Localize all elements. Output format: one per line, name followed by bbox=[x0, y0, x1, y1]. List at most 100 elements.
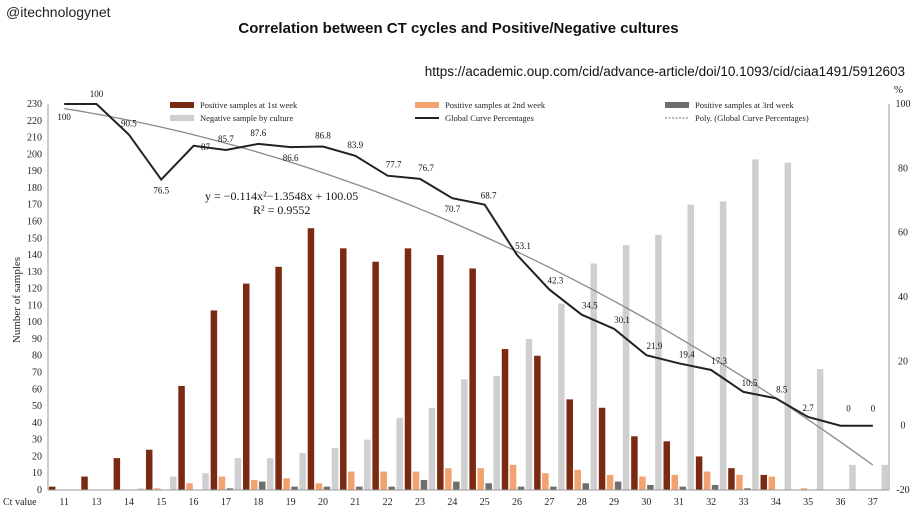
bar bbox=[372, 261, 379, 490]
x-tick-label: 13 bbox=[92, 497, 102, 508]
bar bbox=[323, 486, 331, 490]
y-tick-label: 230 bbox=[27, 99, 42, 110]
bar bbox=[445, 468, 452, 490]
bar bbox=[251, 479, 258, 490]
y2-tick-label: 0 bbox=[901, 421, 906, 432]
data-label: 8.5 bbox=[776, 384, 788, 394]
x-tick-label: 33 bbox=[738, 497, 748, 508]
x-tick-label: 32 bbox=[706, 497, 716, 508]
y-tick-label: 100 bbox=[27, 317, 42, 328]
bar bbox=[267, 458, 274, 490]
y-tick-label: 50 bbox=[32, 401, 42, 412]
y2-tick-label: 80 bbox=[898, 163, 908, 174]
bar bbox=[331, 448, 339, 490]
bar bbox=[760, 474, 768, 490]
x-tick-label: 18 bbox=[253, 497, 263, 508]
data-label: 0 bbox=[846, 404, 851, 414]
x-tick-label: 34 bbox=[771, 497, 781, 508]
y-tick-label: 20 bbox=[32, 451, 42, 462]
x-tick-label: 37 bbox=[868, 497, 878, 508]
bar bbox=[687, 204, 694, 490]
bar bbox=[396, 417, 403, 490]
x-tick-label: 14 bbox=[124, 497, 134, 508]
x-tick-label: 15 bbox=[156, 497, 166, 508]
bar bbox=[428, 407, 436, 490]
trend-line bbox=[64, 107, 874, 466]
y2-tick-label: 100 bbox=[896, 99, 911, 110]
data-label: 10.5 bbox=[742, 378, 758, 388]
bar bbox=[558, 303, 565, 490]
trend-equation: y = −0.114x²−1.3548x + 100.05 bbox=[205, 189, 358, 203]
legend-swatch bbox=[170, 102, 194, 108]
bar bbox=[534, 355, 541, 490]
y-tick-label: 190 bbox=[27, 166, 42, 177]
x-tick-label: 31 bbox=[674, 497, 684, 508]
bar bbox=[291, 486, 298, 490]
legend-label: Poly. (Global Curve Percentages) bbox=[695, 113, 809, 123]
y-tick-label: 160 bbox=[27, 216, 42, 227]
y-tick-label: 60 bbox=[32, 384, 42, 395]
bar bbox=[137, 488, 145, 490]
y-tick-label: 220 bbox=[27, 116, 42, 127]
bar bbox=[655, 234, 662, 490]
source-url[interactable]: https://academic.oup.com/cid/advance-art… bbox=[424, 64, 905, 79]
bar bbox=[550, 486, 557, 490]
y-tick-label: 130 bbox=[27, 267, 42, 278]
bar bbox=[404, 248, 412, 490]
data-label: 76.7 bbox=[418, 163, 434, 173]
y-tick-label: 150 bbox=[27, 233, 42, 244]
x-tick-label: 16 bbox=[189, 497, 199, 508]
bar bbox=[453, 481, 460, 490]
y-tick-label: 0 bbox=[37, 485, 42, 496]
y-tick-label: 140 bbox=[27, 250, 42, 261]
bar bbox=[380, 471, 387, 490]
x-tick-label: 23 bbox=[415, 497, 425, 508]
y-tick-label: 90 bbox=[32, 334, 42, 345]
data-label: 85.7 bbox=[218, 134, 234, 144]
bar bbox=[145, 449, 153, 490]
x-tick-label: 36 bbox=[835, 497, 845, 508]
bar bbox=[744, 488, 751, 490]
bar bbox=[437, 255, 444, 490]
data-label: 100 bbox=[57, 112, 71, 122]
bar bbox=[169, 476, 177, 490]
bar bbox=[719, 201, 727, 491]
bar bbox=[234, 458, 242, 490]
data-label: 70.7 bbox=[444, 204, 460, 214]
bar bbox=[671, 474, 678, 490]
bar bbox=[469, 268, 476, 490]
bar bbox=[340, 248, 347, 490]
bar bbox=[728, 468, 735, 490]
bar bbox=[736, 474, 743, 490]
x-axis-label: Ct value bbox=[3, 497, 37, 508]
data-label: 30.1 bbox=[614, 315, 630, 325]
bar bbox=[800, 488, 808, 490]
data-label: 17.3 bbox=[711, 356, 727, 366]
bar bbox=[186, 483, 193, 490]
bar bbox=[412, 471, 420, 490]
bar bbox=[509, 464, 517, 490]
y-tick-label: 120 bbox=[27, 284, 42, 295]
bar bbox=[614, 481, 622, 490]
x-tick-label: 25 bbox=[480, 497, 490, 508]
x-tick-label: 19 bbox=[286, 497, 296, 508]
x-tick-label: 27 bbox=[544, 497, 554, 508]
data-label: 34.5 bbox=[582, 301, 598, 311]
bar bbox=[631, 436, 638, 490]
bar bbox=[48, 486, 56, 490]
data-label: 2.7 bbox=[803, 403, 815, 413]
bar bbox=[226, 488, 234, 490]
bar bbox=[590, 263, 597, 490]
legend-swatch bbox=[170, 115, 194, 121]
y2-tick-label: 60 bbox=[898, 228, 908, 239]
y-tick-label: 180 bbox=[27, 183, 42, 194]
bar bbox=[598, 407, 606, 490]
bar bbox=[881, 464, 889, 490]
y2-tick-label: 40 bbox=[898, 292, 908, 303]
bar bbox=[259, 481, 266, 490]
global-curve-line bbox=[64, 103, 873, 427]
bar bbox=[178, 385, 185, 490]
data-label: 77.7 bbox=[386, 160, 402, 170]
data-label: 68.7 bbox=[481, 191, 497, 201]
bar bbox=[81, 476, 88, 490]
